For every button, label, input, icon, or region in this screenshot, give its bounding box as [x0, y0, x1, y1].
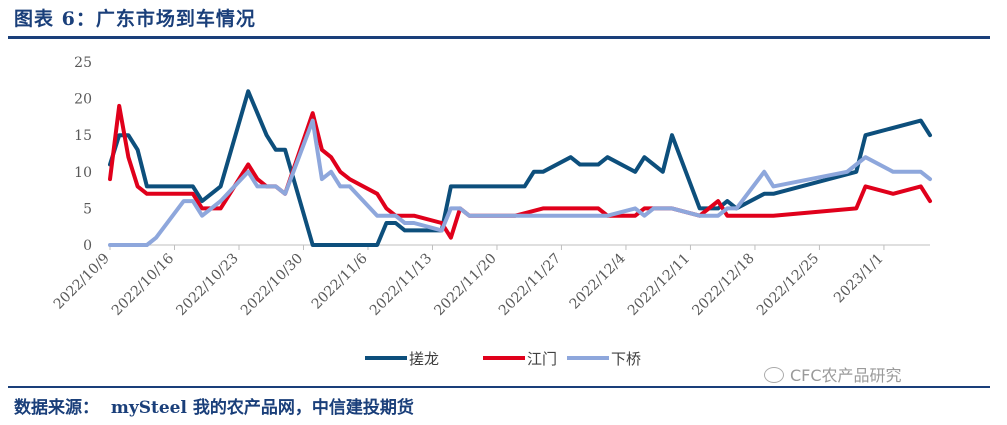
legend-label: 江门	[527, 350, 557, 368]
chart-series	[108, 89, 932, 247]
figure-title: 图表 6：广东市场到车情况	[14, 8, 256, 30]
x-tick-label: 2022/10/30	[238, 251, 306, 319]
x-tick-label: 2022/11/20	[431, 251, 499, 319]
x-tick-label: 2022/12/4	[567, 250, 629, 312]
y-tick-label: 25	[74, 55, 92, 71]
x-tick-label: 2022/12/11	[625, 251, 693, 319]
y-tick-label: 15	[74, 128, 92, 144]
x-tick-label: 2023/1/1	[831, 251, 887, 307]
x-tick-label: 2022/11/13	[367, 251, 435, 319]
x-tick-label: 2022/12/18	[689, 251, 757, 319]
y-tick-label: 20	[74, 92, 92, 108]
x-tick-label: 2022/11/27	[496, 251, 564, 319]
series-line-3	[108, 118, 932, 247]
watermark-text: CFC农产品研究	[790, 366, 902, 385]
y-tick-label: 0	[83, 238, 92, 254]
legend-label: 搓龙	[409, 350, 439, 368]
source-note: 数据来源： mySteel 我的农产品网，中信建投期货	[14, 398, 414, 418]
x-tick-label: 2022/11/6	[309, 250, 371, 312]
watermark: CFC农产品研究	[764, 362, 902, 386]
chart-legend: 搓龙 江门 下桥	[365, 350, 641, 368]
legend-label: 下桥	[611, 350, 641, 368]
x-tick-label: 2022/12/25	[754, 251, 822, 319]
wechat-icon	[764, 367, 784, 383]
line-chart: 05101520252022/10/92022/10/162022/10/232…	[51, 55, 932, 368]
series-line-1	[108, 89, 932, 247]
x-tick-label: 2022/10/9	[51, 251, 113, 313]
source-rule	[8, 386, 990, 388]
x-tick-label: 2022/10/16	[109, 250, 177, 318]
series-line-2	[108, 103, 932, 240]
y-tick-label: 5	[83, 201, 92, 217]
title-rule	[8, 36, 990, 39]
x-tick-label: 2022/10/23	[173, 251, 241, 319]
y-tick-label: 10	[74, 165, 92, 181]
